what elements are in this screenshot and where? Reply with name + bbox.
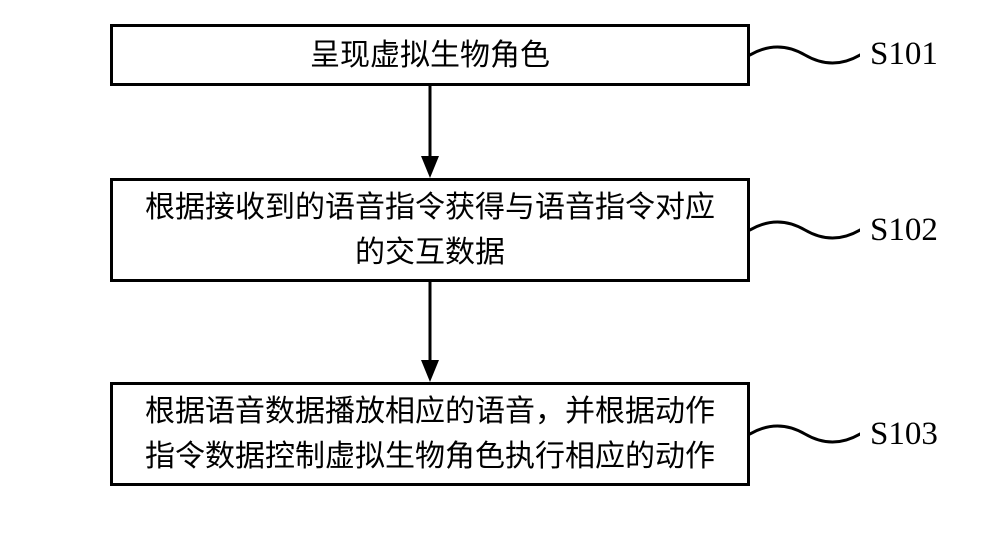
step-label-s103: S103 bbox=[870, 416, 938, 453]
step-label-s102: S102 bbox=[870, 212, 938, 249]
connector-tilde-1 bbox=[750, 36, 860, 74]
step-box-1-text: 呈现虚拟生物角色 bbox=[310, 33, 550, 78]
connector-tilde-3 bbox=[750, 415, 860, 453]
connector-tilde-2 bbox=[750, 211, 860, 249]
step-box-2: 根据接收到的语音指令获得与语音指令对应 的交互数据 bbox=[110, 178, 750, 282]
arrow-1 bbox=[418, 86, 442, 178]
step-box-3-text: 根据语音数据播放相应的语音，并根据动作 指令数据控制虚拟生物角色执行相应的动作 bbox=[145, 389, 715, 479]
step-label-s101: S101 bbox=[870, 36, 938, 73]
arrow-2 bbox=[418, 282, 442, 382]
step-box-2-text: 根据接收到的语音指令获得与语音指令对应 的交互数据 bbox=[145, 185, 715, 275]
flowchart-canvas: 呈现虚拟生物角色 根据接收到的语音指令获得与语音指令对应 的交互数据 根据语音数… bbox=[0, 0, 1000, 543]
step-box-1: 呈现虚拟生物角色 bbox=[110, 24, 750, 86]
step-box-3: 根据语音数据播放相应的语音，并根据动作 指令数据控制虚拟生物角色执行相应的动作 bbox=[110, 382, 750, 486]
